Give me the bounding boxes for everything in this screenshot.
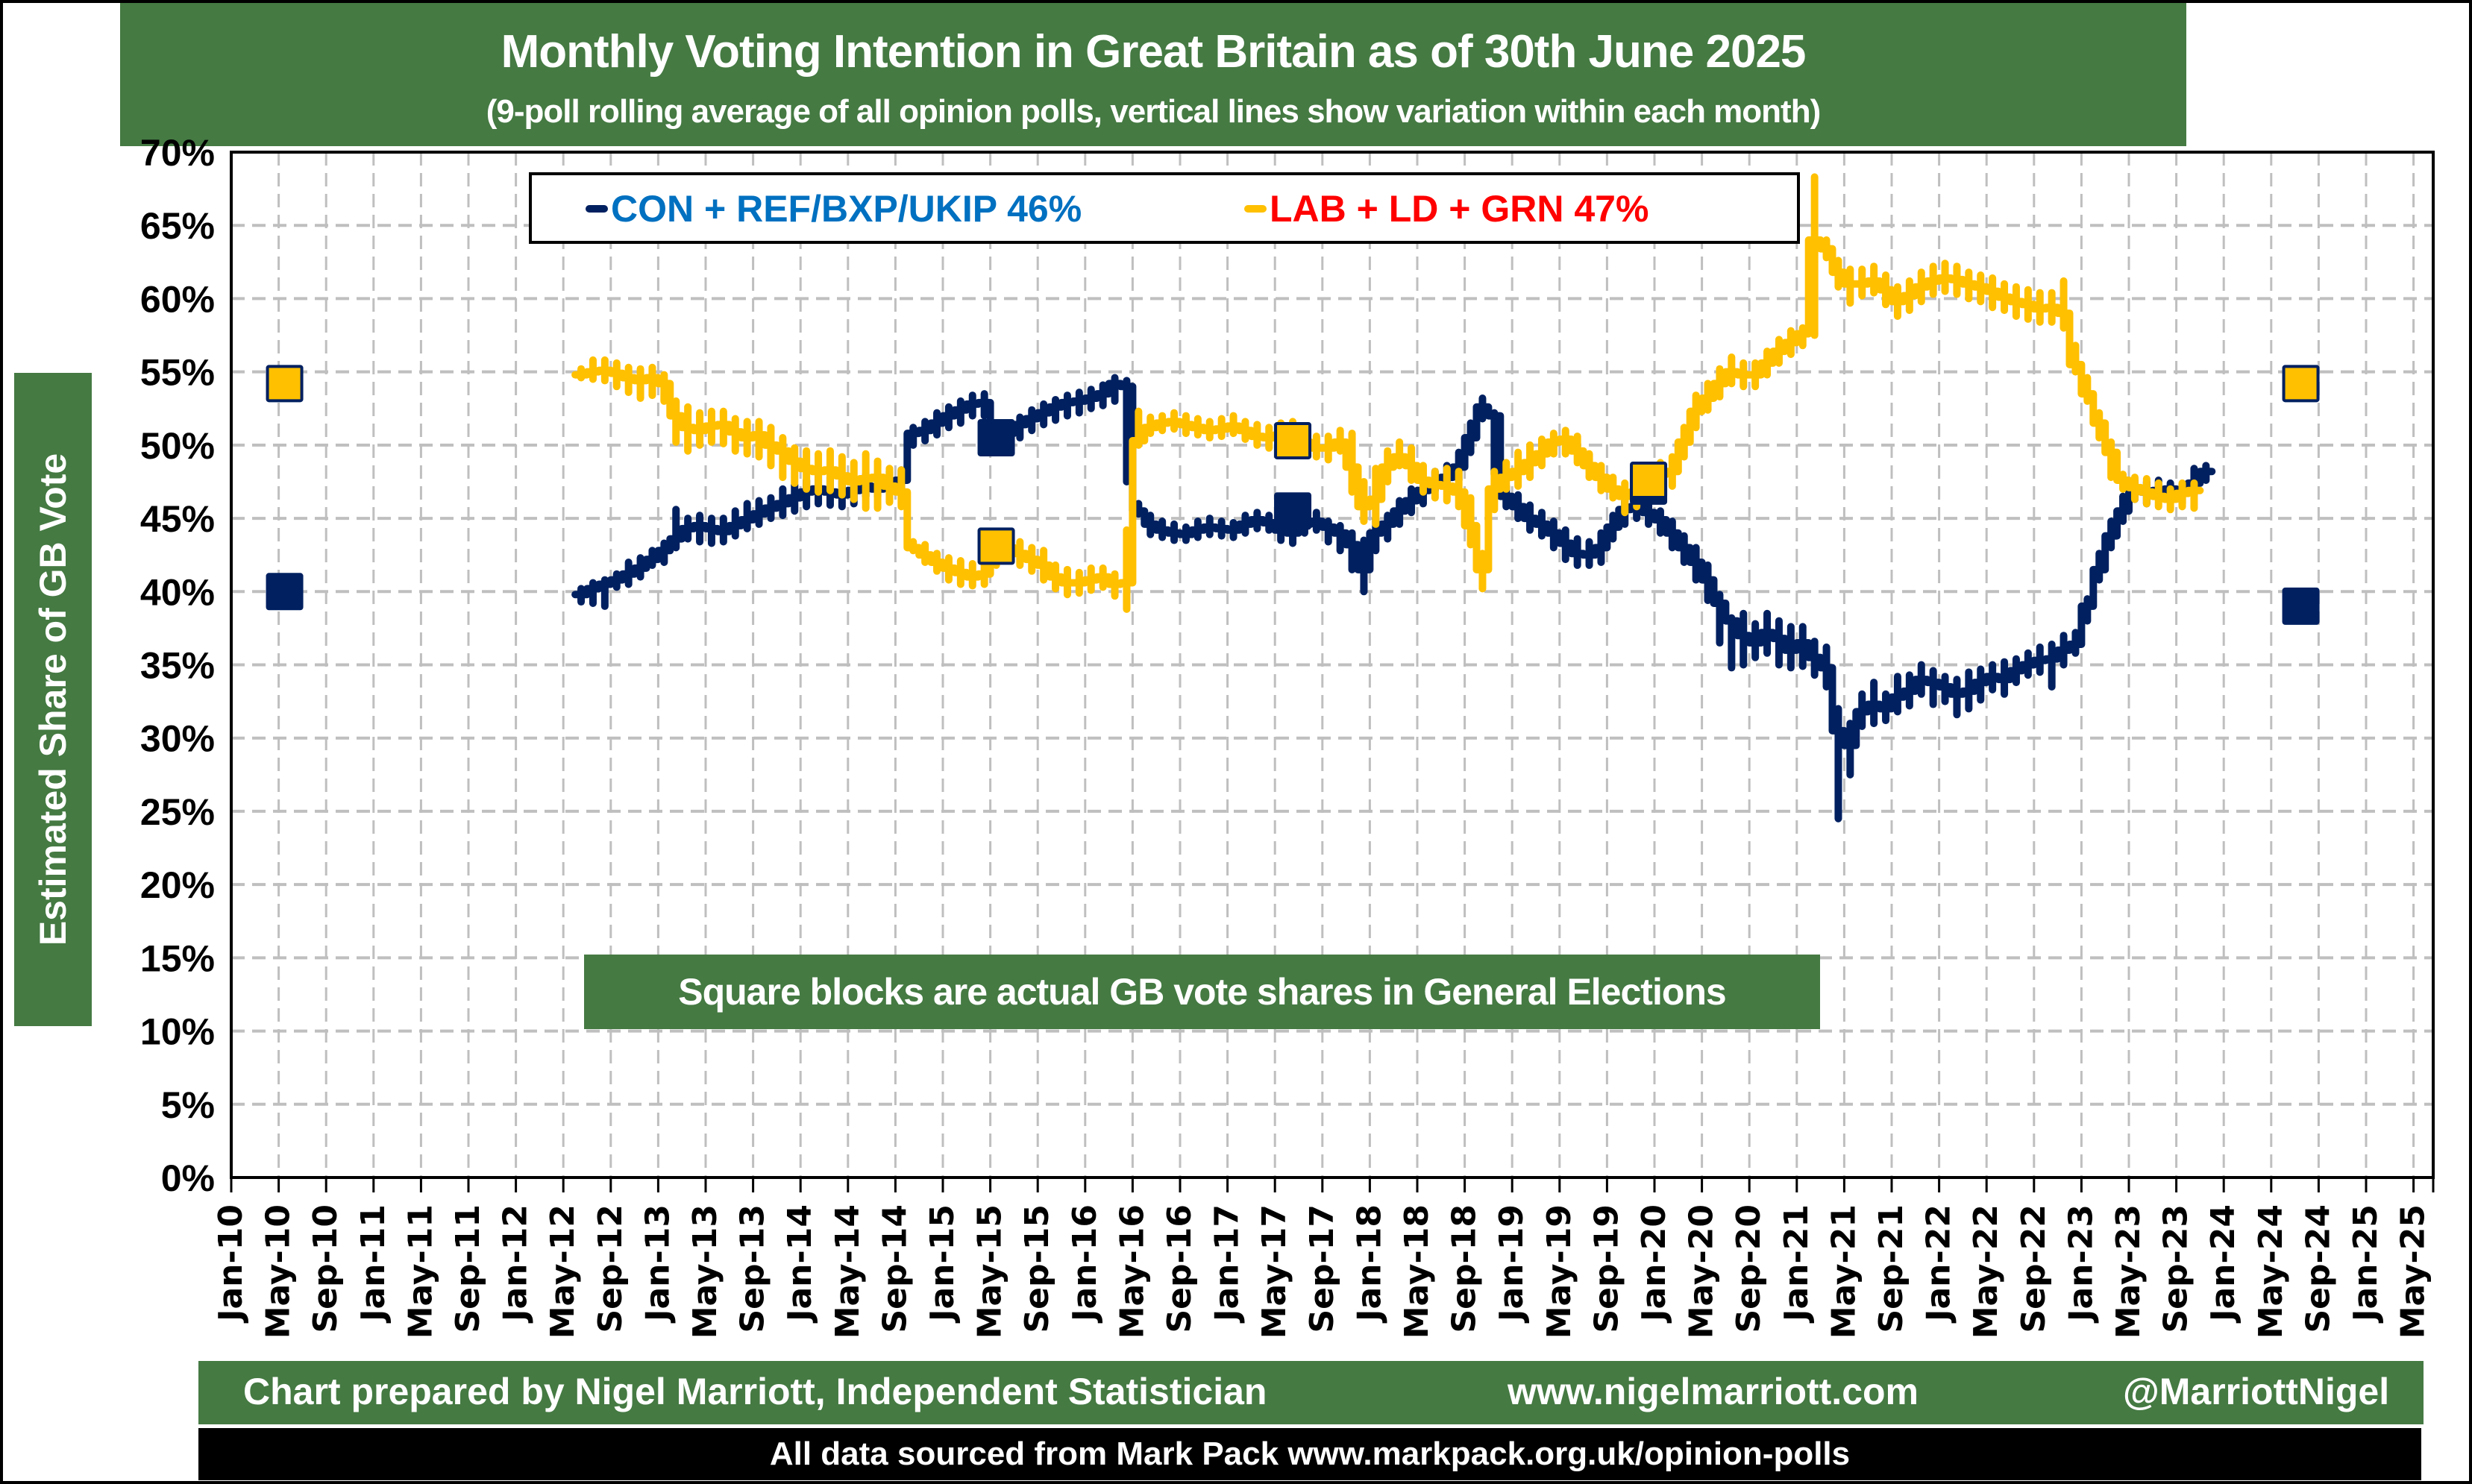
legend: CON + REF/BXP/UKIP 46% LAB + LD + GRN 47… (529, 172, 1800, 244)
x-tick-label: Sep-24 (2299, 1204, 2337, 1333)
y-tick-label: 20% (140, 864, 215, 906)
x-tick-label: Jan-10 (212, 1204, 250, 1324)
author-credit: Chart prepared by Nigel Marriott, Indepe… (243, 1371, 1267, 1412)
election-note: Square blocks are actual GB vote shares … (584, 955, 1820, 1029)
legend-label-right: CON + REF/BXP/UKIP 46% (611, 188, 1082, 230)
x-tick-label: Sep-12 (592, 1204, 630, 1333)
x-tick-label: May-16 (1113, 1204, 1151, 1339)
y-tick-label: 60% (140, 278, 215, 320)
x-tick-label: Jan-23 (2062, 1204, 2100, 1324)
legend-label-left: LAB + LD + GRN 47% (1270, 188, 1649, 230)
legend-swatch-gold-icon (1244, 205, 1267, 213)
x-tick-label: Jan-16 (1066, 1204, 1104, 1324)
x-tick-label: Jan-25 (2347, 1204, 2385, 1324)
x-tick-label: Sep-22 (2015, 1204, 2053, 1333)
legend-item-left: LAB + LD + GRN 47% (1244, 187, 1648, 230)
election-marker-con (977, 419, 1015, 457)
twitter-handle[interactable]: @MarriottNigel (2123, 1371, 2390, 1412)
election-marker-lab (2282, 365, 2320, 403)
x-tick-label: Jan-14 (781, 1204, 819, 1324)
x-tick-label: Jan-19 (1493, 1204, 1531, 1324)
y-tick-label: 70% (140, 132, 215, 174)
election-marker-lab (1274, 421, 1312, 459)
x-tick-label: Sep-15 (1018, 1204, 1056, 1333)
chart-subtitle: (9-poll rolling average of all opinion p… (486, 93, 1822, 130)
series-line (571, 236, 2204, 588)
y-tick-label: 35% (140, 645, 215, 687)
y-tick-label: 5% (161, 1084, 215, 1126)
x-tick-label: Jan-21 (1778, 1204, 1816, 1324)
x-tick-label: Jan-24 (2204, 1204, 2242, 1324)
x-tick-label: Jan-17 (1208, 1204, 1246, 1324)
x-tick-label: Sep-21 (1872, 1204, 1910, 1333)
x-tick-label: Sep-19 (1587, 1204, 1625, 1333)
x-tick-label: May-20 (1683, 1204, 1721, 1339)
x-tick-label: May-22 (1967, 1204, 2005, 1339)
x-tick-label: Jan-18 (1350, 1204, 1388, 1324)
x-tick-label: May-13 (686, 1204, 724, 1339)
chart-title: Monthly Voting Intention in Great Britai… (501, 26, 1807, 78)
legend-item-right: CON + REF/BXP/UKIP 46% (586, 187, 1082, 230)
x-tick-label: May-10 (260, 1204, 298, 1339)
plot-border (230, 151, 2435, 1179)
x-tick-label: Sep-13 (734, 1204, 772, 1333)
y-tick-label: 55% (140, 352, 215, 394)
y-axis-title-box: Estimated Share of GB Vote (14, 373, 92, 1026)
x-tick-label: Jan-13 (639, 1204, 677, 1324)
x-tick-label: May-24 (2252, 1204, 2290, 1339)
y-tick-label: 25% (140, 791, 215, 833)
x-tick-label: Sep-18 (1446, 1204, 1484, 1333)
source-banner: All data sourced from Mark Pack www.mark… (198, 1428, 2421, 1480)
election-marker-lab (1630, 462, 1668, 499)
election-marker-lab (977, 527, 1015, 565)
y-tick-label: 40% (140, 571, 215, 613)
x-tick-label: Jan-15 (923, 1204, 961, 1324)
x-tick-label: Sep-14 (876, 1204, 914, 1333)
legend-swatch-navy-icon (586, 205, 608, 213)
y-tick-label: 15% (140, 937, 215, 979)
x-tick-label: Sep-10 (307, 1204, 345, 1333)
x-tick-label: Jan-22 (1920, 1204, 1958, 1324)
x-tick-label: May-14 (829, 1204, 867, 1339)
x-tick-label: May-11 (401, 1204, 439, 1339)
credits-banner: Chart prepared by Nigel Marriott, Indepe… (198, 1361, 2424, 1424)
y-tick-label: 45% (140, 498, 215, 540)
x-tick-label: Jan-20 (1635, 1204, 1673, 1324)
x-tick-label: Sep-23 (2157, 1204, 2195, 1333)
x-tick-label: Sep-16 (1161, 1204, 1199, 1333)
series-line (571, 380, 2216, 749)
x-tick-label: Sep-17 (1303, 1204, 1341, 1333)
election-marker-con (2282, 587, 2320, 625)
series-lab-ld-grn (571, 173, 2204, 613)
x-tick-label: May-23 (2109, 1204, 2148, 1339)
y-tick-label: 30% (140, 718, 215, 760)
x-tick-label: May-15 (971, 1204, 1009, 1339)
x-tick-label: May-17 (1255, 1204, 1293, 1339)
y-tick-label: 0% (161, 1157, 215, 1199)
website-link[interactable]: www.nigelmarriott.com (1508, 1371, 1919, 1412)
election-marker-con (1274, 492, 1312, 530)
election-marker-lab (266, 365, 304, 403)
x-tick-label: May-12 (544, 1204, 582, 1339)
title-banner: Monthly Voting Intention in Great Britai… (120, 3, 2186, 146)
y-tick-label: 50% (140, 425, 215, 467)
x-tick-label: Jan-12 (497, 1204, 535, 1324)
gridlines (231, 152, 2433, 1178)
x-tick-label: May-21 (1825, 1204, 1863, 1339)
x-tick-label: May-19 (1540, 1204, 1578, 1339)
y-tick-label: 10% (140, 1011, 215, 1053)
x-tick-label: Sep-11 (449, 1204, 487, 1333)
x-tick-label: May-18 (1398, 1204, 1436, 1339)
x-tick-label: Jan-11 (354, 1204, 392, 1324)
election-marker-con (266, 573, 304, 611)
y-tick-label: 65% (140, 205, 215, 247)
x-tick-label: May-25 (2394, 1204, 2432, 1339)
x-tick-label: Sep-20 (1730, 1204, 1768, 1333)
